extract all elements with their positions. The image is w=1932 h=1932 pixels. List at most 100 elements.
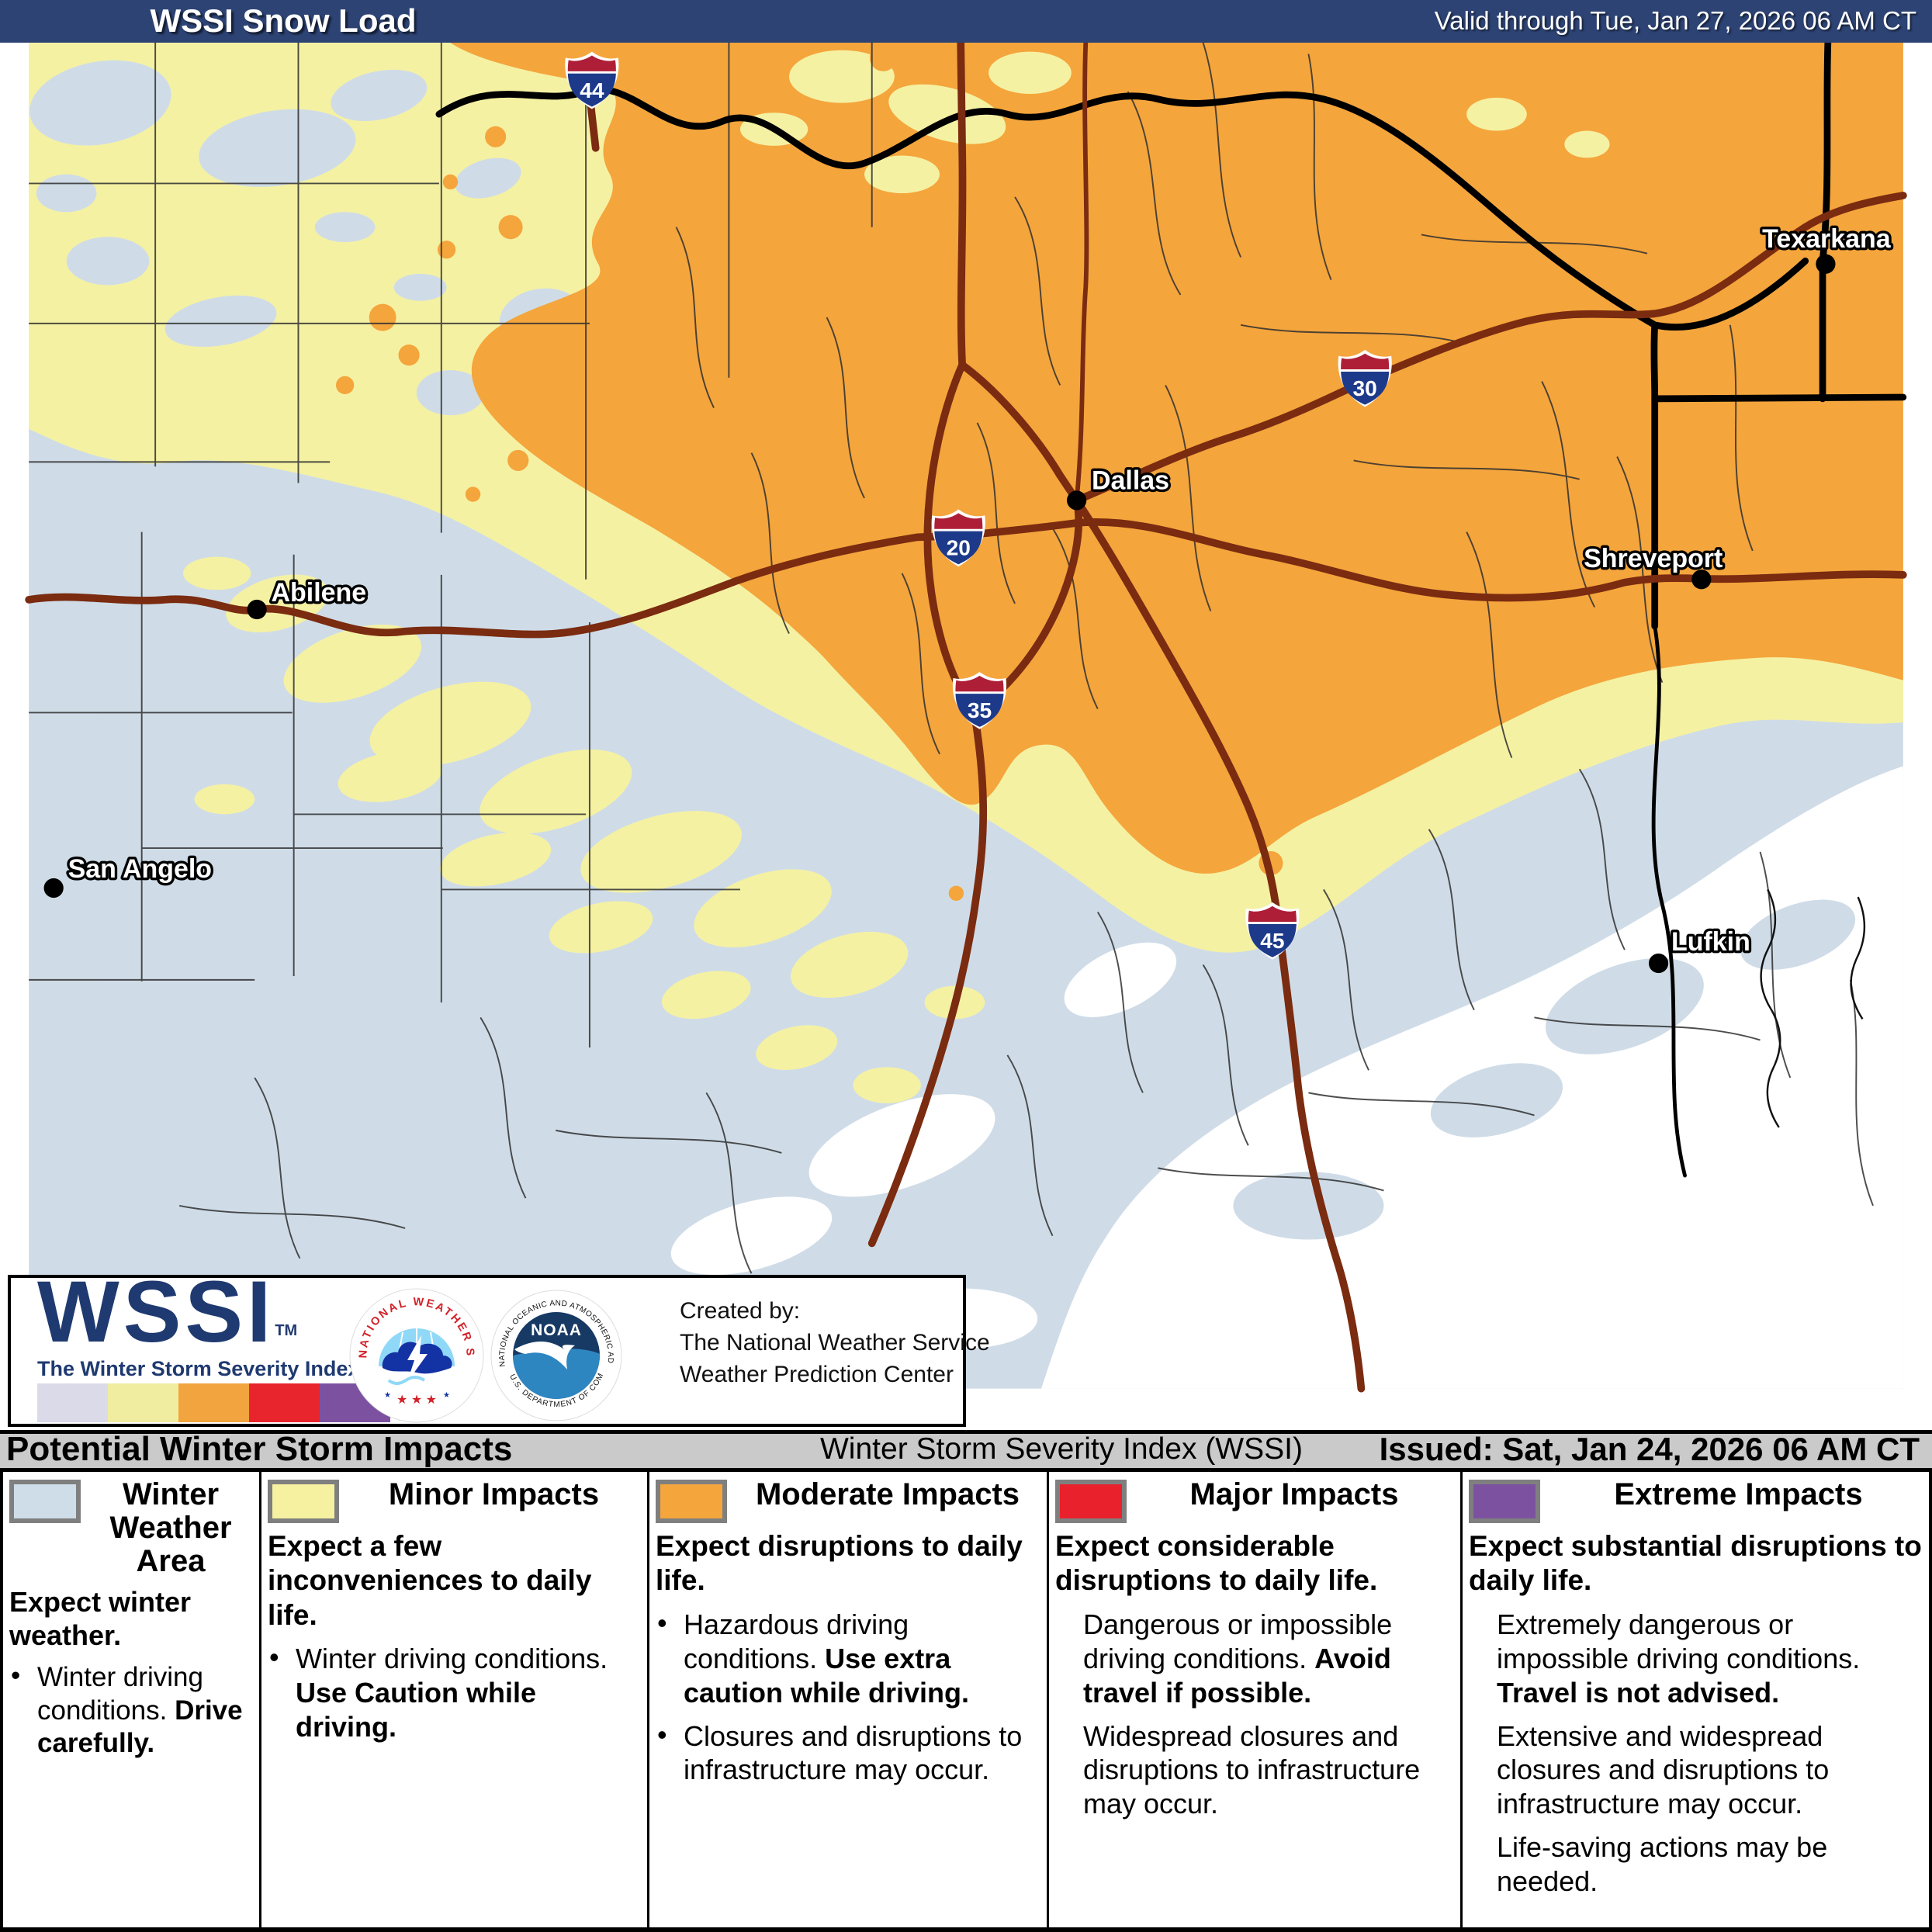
city-labels: Texarkana Dallas Shreveport Abilene San Ange…	[43, 221, 1894, 974]
svg-text:20: 20	[947, 536, 971, 560]
svg-text:★: ★	[384, 1391, 391, 1400]
legend: Winter Weather Area Expect winter weather…	[0, 1472, 1932, 1932]
legend-item-extreme-impacts-2: Life-saving actions may be needed.	[1497, 1831, 1828, 1898]
agency-logos: NATIONAL WEATHER SERVICE ★ ★ ★ ★ ★ NATIO…	[349, 1288, 622, 1423]
trademark: TM	[275, 1322, 298, 1339]
legend-swatch-moderate-impacts	[656, 1480, 727, 1523]
road-i35s	[867, 708, 988, 1248]
legend-column-moderate-impacts: Moderate Impacts Expect disruptions to da…	[647, 1472, 1047, 1927]
svg-text:30: 30	[1353, 376, 1377, 400]
city-label: Lufkin	[1671, 927, 1750, 957]
potential-impacts-title: Potential Winter Storm Impacts	[6, 1430, 513, 1468]
interstate-20-shield: 20	[931, 509, 985, 567]
city-texarkana: Texarkana	[1760, 221, 1894, 274]
svg-text:NOAA: NOAA	[531, 1321, 582, 1339]
wssi-logo: WSSITM	[37, 1263, 298, 1360]
legend-title-winter-weather-area: Winter Weather Area	[109, 1477, 232, 1579]
city-dot	[1691, 570, 1712, 590]
city-label: Texarkana	[1762, 224, 1892, 254]
legend-swatch-minor-impacts	[268, 1480, 339, 1523]
road-i35w	[923, 361, 978, 717]
scale-color-2	[178, 1383, 249, 1422]
bullet-icon: •	[657, 1718, 667, 1750]
road-i35	[957, 43, 967, 369]
city-shreveport: Shreveport	[1581, 542, 1726, 590]
created-by-label: Created by:	[680, 1298, 801, 1324]
legend-title-extreme-impacts: Extreme Impacts	[1614, 1477, 1863, 1511]
bullet-icon: •	[11, 1660, 21, 1691]
legend-item-major-impacts-1: Widespread closures and disruptions to i…	[1083, 1719, 1421, 1820]
legend-intro-minor-impacts: Expect a few inconveniences to daily lif…	[268, 1530, 592, 1631]
noaa-logo: NATIONAL OCEANIC AND ATMOSPHERIC ADMINIS…	[490, 1290, 622, 1421]
svg-text:44: 44	[580, 78, 604, 102]
wssi-info-box: WSSITM The Winter Storm Severity Index N…	[8, 1269, 990, 1427]
created-by-line2: Weather Prediction Center	[680, 1362, 954, 1387]
bullet-icon: •	[269, 1641, 279, 1674]
city-dot	[1816, 254, 1836, 274]
page-title: WSSI Snow Load	[150, 2, 417, 39]
legend-item-winter-weather-area-0: • Winter driving conditions. Drive carefu…	[11, 1660, 243, 1759]
interstate-shields: 44 30 20 35 45	[565, 51, 1392, 960]
legend-swatch-extreme-impacts	[1469, 1480, 1540, 1523]
legend-intro-winter-weather-area: Expect winter weather.	[9, 1585, 192, 1651]
city-dot	[247, 599, 267, 620]
city-label: San Angelo	[68, 854, 212, 884]
city-lufkin: Lufkin	[1648, 925, 1753, 974]
city-abilene: Abilene	[247, 575, 369, 620]
scale-color-0	[37, 1383, 108, 1422]
legend-swatch-major-impacts	[1055, 1480, 1127, 1523]
interstate-45-shield: 45	[1245, 902, 1300, 960]
state-borders	[435, 43, 1907, 1178]
legend-title-major-impacts: Major Impacts	[1189, 1477, 1399, 1511]
interstate-30-shield: 30	[1338, 349, 1392, 407]
wssi-tagline: The Winter Storm Severity Index	[37, 1357, 360, 1380]
created-by-line1: The National Weather Service	[680, 1330, 990, 1356]
city-san-angelo: San Angelo	[43, 852, 214, 898]
city-dallas: Dallas	[1067, 463, 1172, 511]
legend-item-extreme-impacts-0: Extremely dangerous or impossible drivin…	[1497, 1608, 1861, 1709]
legend-column-extreme-impacts: Extreme Impacts Expect substantial disrup…	[1460, 1472, 1932, 1927]
svg-text:35: 35	[968, 698, 992, 722]
legend-item-extreme-impacts-1: Extensive and widespread closures and di…	[1497, 1719, 1830, 1820]
legend-title-minor-impacts: Minor Impacts	[388, 1477, 600, 1511]
county-lines	[29, 43, 1874, 1274]
scale-color-3	[249, 1383, 320, 1422]
city-dot	[1648, 953, 1669, 974]
valid-through-text: Valid through Tue, Jan 27, 2026 06 AM CT	[1434, 5, 1916, 35]
impacts-title-bar: Potential Winter Storm Impacts Winter St…	[0, 1430, 1932, 1472]
wssi-color-scale	[37, 1383, 390, 1422]
legend-item-moderate-impacts-0: • Hazardous driving conditions. Use extra…	[657, 1606, 970, 1709]
legend-column-winter-weather-area: Winter Weather Area Expect winter weather…	[3, 1472, 259, 1927]
header-bar: WSSI Snow Load Valid through Tue, Jan 27…	[0, 0, 1932, 43]
interstate-35-shield: 35	[952, 672, 1007, 729]
legend-item-major-impacts-0: Dangerous or impossible driving conditio…	[1083, 1608, 1393, 1709]
legend-intro-extreme-impacts: Expect substantial disruptions to daily …	[1469, 1530, 1922, 1597]
legend-swatch-winter-weather-area	[9, 1480, 81, 1523]
wssi-subtitle: Winter Storm Severity Index (WSSI)	[820, 1432, 1303, 1466]
legend-column-minor-impacts: Minor Impacts Expect a few inconveniences…	[259, 1472, 647, 1927]
nws-logo: NATIONAL WEATHER SERVICE ★ ★ ★ ★ ★	[349, 1288, 484, 1423]
legend-item-minor-impacts-0: • Winter driving conditions. Use Caution …	[269, 1641, 608, 1743]
svg-text:★ ★ ★: ★ ★ ★	[396, 1394, 437, 1407]
city-label: Shreveport	[1584, 544, 1723, 573]
scale-color-1	[108, 1383, 178, 1422]
legend-title-moderate-impacts: Moderate Impacts	[755, 1477, 1020, 1511]
road-i30	[1072, 192, 1907, 504]
legend-item-moderate-impacts-1: • Closures and disruptions to infrastruct…	[657, 1718, 1023, 1786]
wssi-map: 44 30 20 35 45 Texarkana Dallas Shreveport Abil…	[25, 43, 1907, 1393]
issued-text: Issued: Sat, Jan 24, 2026 06 AM CT	[1379, 1431, 1920, 1468]
city-label: Abilene	[272, 578, 367, 608]
rivers	[1760, 888, 1866, 1128]
legend-intro-moderate-impacts: Expect disruptions to daily life.	[656, 1530, 1023, 1597]
interstate-44-shield: 44	[565, 51, 619, 109]
city-dot	[1067, 490, 1087, 511]
legend-column-major-impacts: Major Impacts Expect considerable disrupt…	[1047, 1472, 1460, 1927]
city-dot	[43, 878, 64, 898]
created-by-block: Created by: The National Weather Service…	[680, 1295, 990, 1390]
road-i35e	[958, 361, 1083, 717]
legend-intro-major-impacts: Expect considerable disruptions to daily…	[1055, 1530, 1378, 1597]
road-us75	[1074, 43, 1089, 503]
bullet-icon: •	[657, 1606, 667, 1639]
svg-text:★: ★	[443, 1391, 450, 1400]
